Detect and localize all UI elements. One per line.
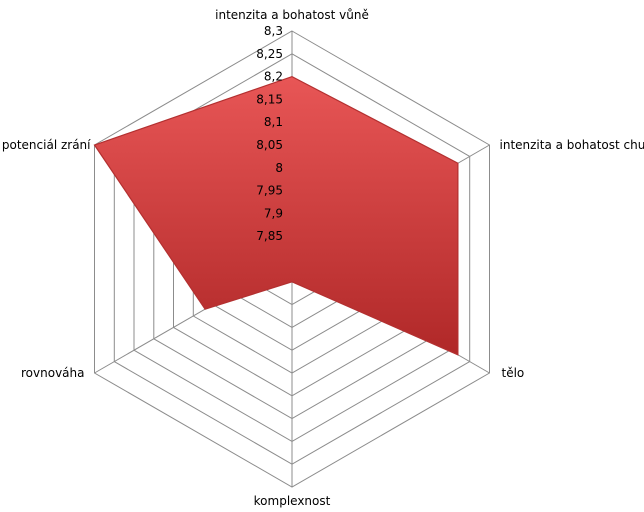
tick-label: 8,15 (256, 92, 283, 106)
tick-label: 8,1 (264, 115, 283, 129)
series-layer (93, 75, 459, 356)
tick-label: 7,85 (256, 229, 283, 243)
category-label: rovnováha (21, 366, 84, 380)
tick-label: 8,3 (264, 24, 283, 38)
tick-label: 7,9 (264, 206, 283, 220)
tick-label: 8 (275, 161, 283, 175)
tick-labels: 8,3 8,25 8,2 8,15 8,1 8,05 8 7,95 7,9 7,85 (256, 24, 283, 243)
series-area (93, 75, 459, 356)
axis-labels: intenzita a bohatost vůně intenzita a boh… (2, 8, 644, 508)
tick-label: 8,05 (256, 138, 283, 152)
category-label: potenciál zrání (2, 138, 91, 152)
tick-label: 8,25 (256, 47, 283, 61)
category-label: komplexnost (254, 494, 331, 508)
tick-label: 8,2 (264, 70, 283, 84)
category-label: intenzita a bohatost vůně (215, 8, 369, 22)
category-label: intenzita a bohatost chuti (500, 138, 644, 152)
category-label: tělo (502, 366, 525, 380)
tick-label: 7,95 (256, 184, 283, 198)
